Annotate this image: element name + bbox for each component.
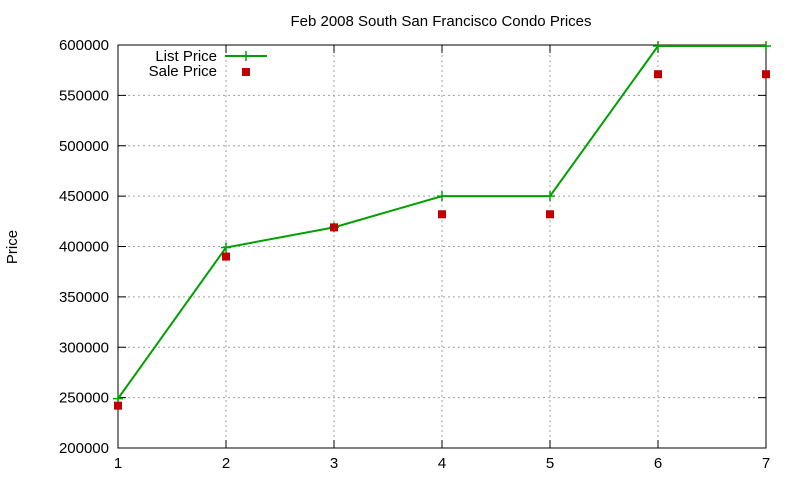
y-tick-label: 250000 [59, 390, 109, 407]
y-tick-label: 200000 [59, 440, 109, 457]
sale-price-point [330, 223, 338, 232]
y-tick-label: 500000 [59, 138, 109, 155]
list-price-point [545, 191, 555, 202]
x-tick-label: 4 [438, 455, 446, 472]
legend-label-sale-price: Sale Price [149, 63, 217, 80]
sale-price-point [222, 252, 230, 261]
y-tick-label: 350000 [59, 289, 109, 306]
sale-price-point [438, 210, 446, 219]
x-tick-label: 3 [330, 455, 338, 472]
y-tick-label: 300000 [59, 339, 109, 356]
x-tick-label: 1 [114, 455, 122, 472]
list-price-point [653, 41, 663, 52]
sale-price-point [546, 210, 554, 219]
y-tick-label: 400000 [59, 239, 109, 256]
y-tick-label: 600000 [59, 37, 109, 54]
sale-price-point [654, 70, 662, 79]
data-series [113, 41, 771, 410]
list-price-point [761, 41, 771, 52]
legend-label-list-price: List Price [155, 48, 217, 65]
x-tick-label: 7 [762, 455, 770, 472]
legend-swatch-list-price-marker [241, 51, 251, 61]
chart-legend: List Price Sale Price [149, 48, 267, 80]
x-tick-label: 5 [546, 455, 554, 472]
sale-price-point [762, 70, 770, 79]
y-axis-label: Price [4, 230, 21, 264]
list-price-point [221, 242, 231, 253]
x-tick-label: 2 [222, 455, 230, 472]
legend-swatch-sale-price-marker [242, 68, 250, 76]
grid-lines [118, 45, 766, 448]
axis-ticks: 200000 250000 300000 350000 400000 450000 5000… [59, 37, 770, 472]
chart-title: Feb 2008 South San Francisco Condo Price… [290, 13, 591, 30]
y-tick-label: 450000 [59, 188, 109, 205]
y-tick-label: 550000 [59, 87, 109, 104]
list-price-point [437, 191, 447, 202]
sale-price-point [114, 401, 122, 410]
x-tick-label: 6 [654, 455, 662, 472]
